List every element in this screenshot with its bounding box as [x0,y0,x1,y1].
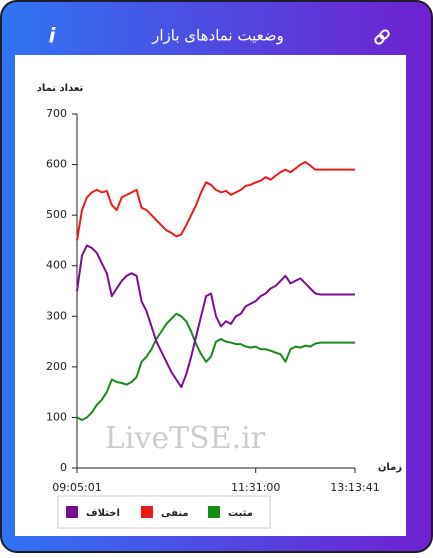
y-tick-label: 700 [46,107,67,120]
series-line [76,244,355,389]
x-tick-label: 11:31:00 [231,481,280,494]
legend-swatch [208,506,220,518]
watermark: LiveTSE.ir [105,421,266,456]
y-tick-label: 100 [46,410,67,423]
legend-label: مثبت [228,508,253,519]
x-tick-label: 13:13:41 [330,481,379,494]
series-line [76,161,355,241]
legend-swatch [66,506,78,518]
series-line [76,312,355,421]
y-tick-label: 500 [46,208,67,221]
legend-box [57,495,271,529]
y-axis-label: تعداد نماد [37,83,84,94]
legend-label: اختلاف [86,508,120,519]
legend-swatch [141,506,153,518]
y-tick-label: 600 [46,158,67,171]
y-tick-label: 400 [46,259,67,272]
link-icon[interactable] [374,29,390,45]
y-tick-label: 0 [60,461,67,474]
legend-label: منفی [161,508,189,519]
info-icon[interactable]: i [49,24,57,48]
header-title: وضعیت نمادهای بازار [151,27,284,45]
y-tick-label: 300 [46,309,67,322]
x-tick-label: 09:05:01 [52,481,101,494]
y-tick-label: 200 [46,360,67,373]
x-axis-label: زمان [378,462,402,473]
